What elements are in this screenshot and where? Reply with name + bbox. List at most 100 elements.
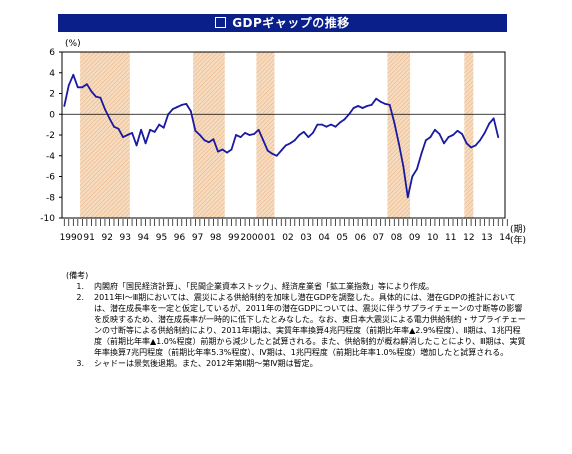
notes-header: (備考) bbox=[66, 271, 89, 280]
year-label: 98 bbox=[210, 233, 222, 243]
data-point bbox=[144, 142, 147, 145]
data-point bbox=[397, 142, 400, 145]
year-label: 10 bbox=[427, 233, 439, 243]
data-point bbox=[158, 123, 161, 126]
year-label: 91 bbox=[83, 233, 94, 243]
year-label: 95 bbox=[156, 233, 167, 243]
data-point bbox=[85, 83, 88, 86]
notes-block: (備考) 1. 内閣府「国民経済計算」、「民間企業資本ストック」、経済産業省「鉱… bbox=[58, 270, 528, 369]
y-tick-label: -6 bbox=[46, 173, 55, 183]
data-point bbox=[325, 125, 328, 128]
data-point bbox=[384, 102, 387, 105]
year-label: 99 bbox=[228, 233, 240, 243]
data-point bbox=[149, 128, 152, 131]
data-point bbox=[424, 139, 427, 142]
recession-shade bbox=[256, 52, 275, 218]
recession-shade bbox=[193, 52, 225, 218]
data-point bbox=[189, 110, 192, 113]
note-number: 3. bbox=[76, 359, 84, 368]
y-tick-label: 6 bbox=[49, 48, 55, 58]
year-label: 01 bbox=[264, 233, 275, 243]
data-point bbox=[104, 108, 106, 110]
data-point bbox=[131, 132, 133, 134]
note-number: 2. bbox=[76, 293, 84, 302]
y-tick-label: 0 bbox=[49, 110, 55, 120]
data-point bbox=[280, 149, 283, 152]
y-tick-label: -10 bbox=[40, 214, 55, 224]
data-point bbox=[230, 148, 233, 151]
chart-title-bar: GDPギャップの推移 bbox=[58, 14, 507, 32]
y-tick-label: -4 bbox=[46, 152, 55, 162]
year-label: 05 bbox=[337, 233, 348, 243]
note-item-1: 1. 内閣府「国民経済計算」、「民間企業資本ストック」、経済産業省「鉱工業指数」… bbox=[58, 281, 528, 292]
x-unit-year: (年) bbox=[510, 234, 526, 246]
note-item-3: 3. シャドーは景気後退期。また、2012年第Ⅱ期～第Ⅳ期は暫定。 bbox=[58, 358, 528, 369]
data-point bbox=[434, 128, 436, 131]
data-point bbox=[298, 134, 301, 136]
year-label: 93 bbox=[120, 233, 131, 243]
year-label: 02 bbox=[282, 233, 293, 243]
year-label: 12 bbox=[463, 233, 474, 243]
data-point bbox=[429, 136, 432, 138]
year-label: 94 bbox=[138, 233, 150, 243]
data-point bbox=[497, 136, 500, 138]
data-point bbox=[271, 152, 274, 155]
data-point bbox=[375, 97, 378, 100]
title-square-icon bbox=[215, 17, 227, 28]
year-label: 04 bbox=[318, 233, 330, 243]
data-point bbox=[456, 129, 459, 132]
data-point bbox=[357, 105, 359, 107]
data-point bbox=[284, 144, 287, 147]
data-point bbox=[212, 138, 215, 141]
data-point bbox=[180, 104, 183, 106]
data-point bbox=[406, 196, 409, 199]
data-point bbox=[117, 127, 120, 130]
data-point bbox=[343, 118, 346, 121]
data-point bbox=[492, 117, 495, 120]
data-point bbox=[239, 136, 242, 138]
data-point bbox=[393, 121, 396, 124]
data-point bbox=[307, 136, 310, 138]
data-point bbox=[244, 132, 246, 134]
data-point bbox=[95, 95, 97, 98]
data-point bbox=[293, 139, 296, 142]
data-point bbox=[257, 128, 260, 131]
data-point bbox=[321, 123, 323, 126]
year-label: 1990 bbox=[60, 233, 83, 243]
year-label: 11 bbox=[445, 233, 456, 243]
data-point bbox=[208, 141, 210, 144]
year-label: 96 bbox=[174, 233, 186, 243]
data-point bbox=[447, 136, 450, 138]
data-point bbox=[72, 73, 75, 76]
year-label: 03 bbox=[300, 233, 311, 243]
year-label: 13 bbox=[481, 233, 492, 243]
data-point bbox=[488, 122, 491, 125]
data-point bbox=[415, 168, 418, 171]
data-point bbox=[275, 154, 278, 157]
data-point bbox=[167, 113, 170, 116]
data-point bbox=[126, 134, 129, 136]
data-point bbox=[221, 148, 224, 151]
note-item-2: 2. 2011年Ⅰ～Ⅲ期においては、震災による供給制約を加味し潜在GDPを調整し… bbox=[58, 292, 528, 358]
note-text: シャドーは景気後退期。また、2012年第Ⅱ期～第Ⅳ期は暫定。 bbox=[94, 359, 318, 368]
data-point bbox=[253, 133, 256, 135]
data-point bbox=[411, 175, 414, 178]
year-label: 09 bbox=[409, 233, 421, 243]
data-point bbox=[217, 150, 219, 153]
y-tick-label: -2 bbox=[46, 131, 55, 141]
year-label: 92 bbox=[101, 233, 112, 243]
data-point bbox=[311, 132, 314, 134]
unit-label: (%) bbox=[65, 39, 81, 49]
note-text: 内閣府「国民経済計算」、「民間企業資本ストック」、経済産業省「鉱工業指数」等によ… bbox=[94, 282, 434, 291]
data-point bbox=[289, 142, 292, 145]
data-point bbox=[334, 125, 337, 128]
data-point bbox=[366, 105, 369, 107]
data-point bbox=[226, 151, 228, 154]
data-point bbox=[452, 134, 454, 136]
data-point bbox=[339, 121, 341, 124]
data-point bbox=[438, 133, 441, 135]
data-point bbox=[194, 129, 197, 132]
data-point bbox=[81, 86, 84, 89]
data-point bbox=[171, 108, 174, 110]
data-point bbox=[262, 139, 265, 142]
